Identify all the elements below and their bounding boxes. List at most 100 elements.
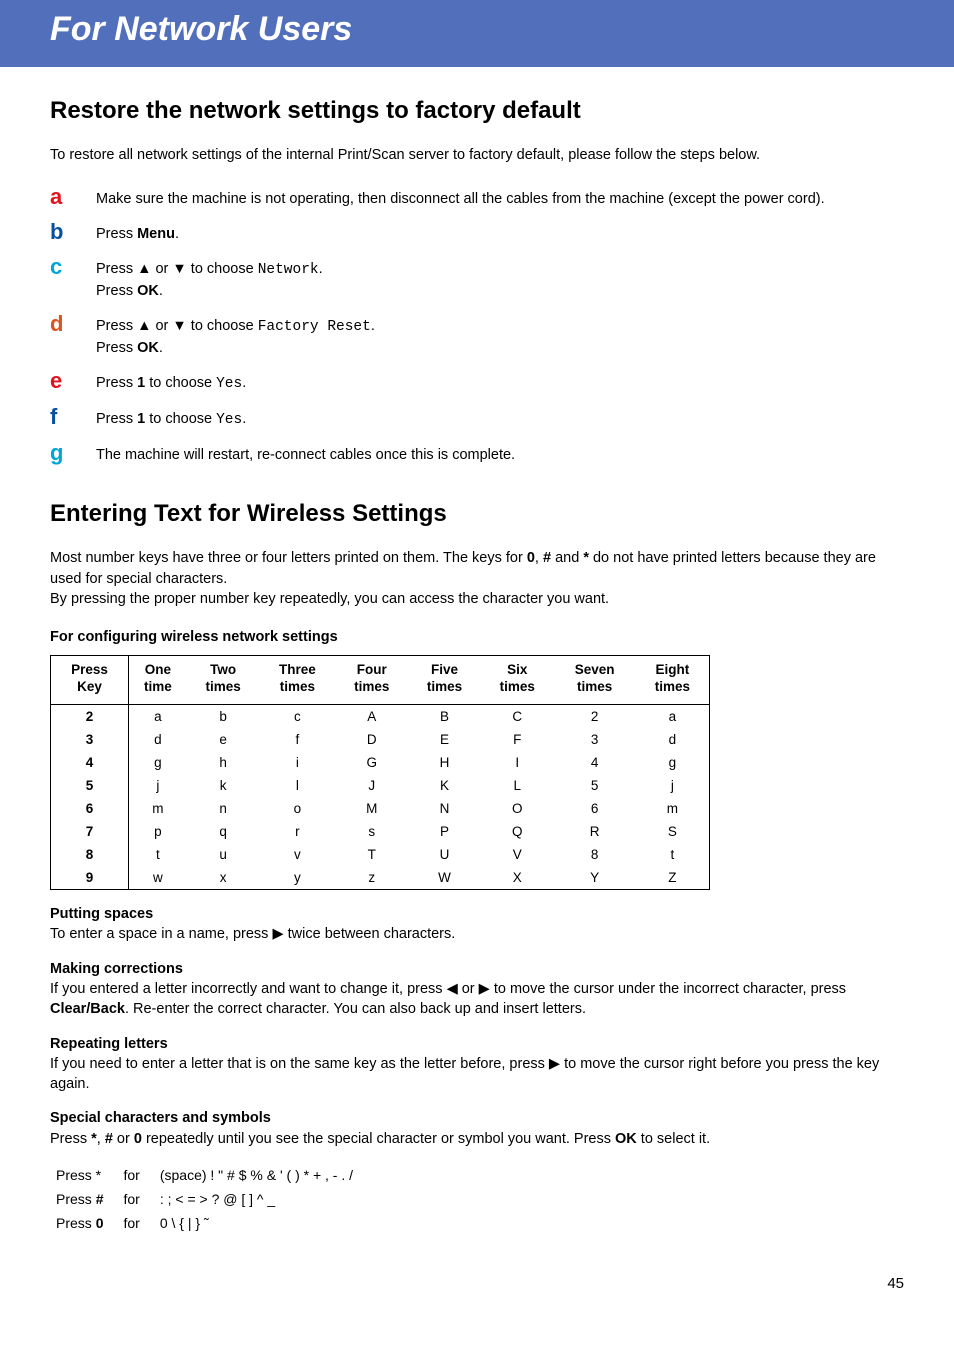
char-col-header: Fivetimes <box>408 656 481 705</box>
char-cell: 8 <box>554 843 636 866</box>
char-cell: d <box>128 728 186 751</box>
step-body: Press Menu. <box>96 220 179 245</box>
char-cell: q <box>187 820 260 843</box>
step-d: dPress ▲ or ▼ to choose Factory Reset.Pr… <box>50 312 904 359</box>
step-body: Press 1 to choose Yes. <box>96 405 246 431</box>
char-cell: e <box>187 728 260 751</box>
char-cell: u <box>187 843 260 866</box>
char-cell: Z <box>636 866 710 890</box>
char-cell: C <box>481 705 554 729</box>
step-body: The machine will restart, re-connect cab… <box>96 441 515 466</box>
char-cell: j <box>636 774 710 797</box>
char-col-header: Twotimes <box>187 656 260 705</box>
char-col-header: Onetime <box>128 656 186 705</box>
char-cell: K <box>408 774 481 797</box>
para-repeating-text: If you need to enter a letter that is on… <box>50 1056 879 1092</box>
page-number: 45 <box>0 1255 954 1312</box>
step-f: fPress 1 to choose Yes. <box>50 405 904 431</box>
char-cell: W <box>408 866 481 890</box>
step-body: Press ▲ or ▼ to choose Network.Press OK. <box>96 255 323 302</box>
key-cell: 2 <box>51 705 129 729</box>
char-cell: v <box>260 843 336 866</box>
char-cell: k <box>187 774 260 797</box>
step-letter: e <box>50 369 96 393</box>
char-cell: P <box>408 820 481 843</box>
char-cell: o <box>260 797 336 820</box>
step-letter: g <box>50 441 96 465</box>
para-spaces-text: To enter a space in a name, press ▶ twic… <box>50 926 455 942</box>
char-col-header: Eighttimes <box>636 656 710 705</box>
step-body: Press ▲ or ▼ to choose Factory Reset.Pre… <box>96 312 375 359</box>
char-cell: m <box>636 797 710 820</box>
char-cell: a <box>128 705 186 729</box>
char-cell: F <box>481 728 554 751</box>
char-col-header: Fourtimes <box>335 656 408 705</box>
char-cell: J <box>335 774 408 797</box>
special-key: Press # <box>50 1187 117 1211</box>
char-col-header: Seventimes <box>554 656 636 705</box>
char-cell: n <box>187 797 260 820</box>
special-row: Press *for(space) ! " # $ % & ' ( ) * + … <box>50 1163 367 1187</box>
para-repeating: Repeating letters If you need to enter a… <box>50 1034 904 1095</box>
char-cell: b <box>187 705 260 729</box>
special-row: Press #for: ; < = > ? @ [ ] ^ _ <box>50 1187 367 1211</box>
step-body: Make sure the machine is not operating, … <box>96 185 825 210</box>
char-cell: i <box>260 751 336 774</box>
special-row: Press 0for0 \ { | } ˜ <box>50 1211 367 1235</box>
step-letter: f <box>50 405 96 429</box>
step-letter: a <box>50 185 96 209</box>
char-table: PressKeyOnetimeTwotimesThreetimesFourtim… <box>50 655 710 890</box>
para-repeating-head: Repeating letters <box>50 1034 904 1054</box>
char-cell: m <box>128 797 186 820</box>
char-cell: j <box>128 774 186 797</box>
special-key: Press * <box>50 1163 117 1187</box>
special-chars: : ; < = > ? @ [ ] ^ _ <box>154 1187 367 1211</box>
char-cell: t <box>636 843 710 866</box>
table-row: 3defDEF3d <box>51 728 710 751</box>
key-cell: 4 <box>51 751 129 774</box>
char-cell: l <box>260 774 336 797</box>
para-corrections-head: Making corrections <box>50 959 904 979</box>
special-for: for <box>117 1163 153 1187</box>
table-row: 5jklJKL5j <box>51 774 710 797</box>
char-cell: T <box>335 843 408 866</box>
char-cell: t <box>128 843 186 866</box>
char-cell: a <box>636 705 710 729</box>
char-cell: r <box>260 820 336 843</box>
char-cell: 3 <box>554 728 636 751</box>
char-cell: p <box>128 820 186 843</box>
char-cell: d <box>636 728 710 751</box>
char-col-header: PressKey <box>51 656 129 705</box>
char-cell: z <box>335 866 408 890</box>
char-cell: c <box>260 705 336 729</box>
char-cell: R <box>554 820 636 843</box>
char-cell: I <box>481 751 554 774</box>
char-col-header: Sixtimes <box>481 656 554 705</box>
char-cell: U <box>408 843 481 866</box>
para-special: Special characters and symbols Press *, … <box>50 1108 904 1149</box>
key-cell: 7 <box>51 820 129 843</box>
char-cell: y <box>260 866 336 890</box>
key-cell: 3 <box>51 728 129 751</box>
char-cell: M <box>335 797 408 820</box>
page-banner: For Network Users <box>0 0 954 67</box>
key-cell: 5 <box>51 774 129 797</box>
char-cell: N <box>408 797 481 820</box>
table-row: 6mnoMNO6m <box>51 797 710 820</box>
special-chars-table: Press *for(space) ! " # $ % & ' ( ) * + … <box>50 1163 367 1235</box>
para-special-text: Press *, # or 0 repeatedly until you see… <box>50 1131 710 1147</box>
char-cell: 6 <box>554 797 636 820</box>
char-cell: X <box>481 866 554 890</box>
key-cell: 9 <box>51 866 129 890</box>
steps-list: aMake sure the machine is not operating,… <box>50 185 904 466</box>
section2-intro: Most number keys have three or four lett… <box>50 548 904 609</box>
char-cell: w <box>128 866 186 890</box>
char-cell: H <box>408 751 481 774</box>
section2-title: Entering Text for Wireless Settings <box>50 500 904 528</box>
char-cell: 2 <box>554 705 636 729</box>
char-cell: A <box>335 705 408 729</box>
special-for: for <box>117 1211 153 1235</box>
char-cell: Q <box>481 820 554 843</box>
char-cell: E <box>408 728 481 751</box>
key-cell: 6 <box>51 797 129 820</box>
